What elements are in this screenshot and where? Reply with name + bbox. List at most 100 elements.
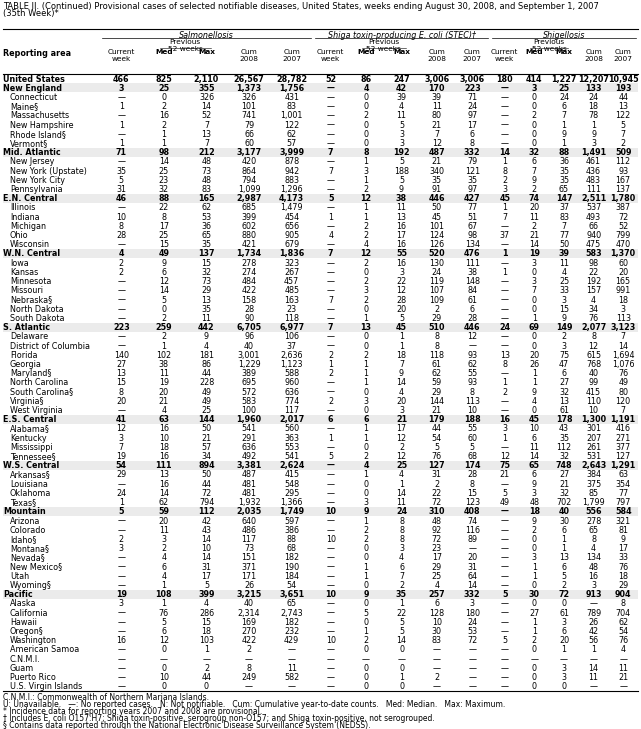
Text: 9: 9 (532, 176, 537, 184)
Text: 8: 8 (247, 664, 252, 673)
Text: 16: 16 (159, 452, 169, 461)
Text: —: — (501, 369, 509, 378)
Text: 0: 0 (162, 664, 167, 673)
Text: 531: 531 (586, 452, 601, 461)
Text: 2,743: 2,743 (280, 609, 303, 617)
Text: 1: 1 (204, 645, 209, 655)
Text: 3: 3 (119, 84, 124, 93)
Text: Iowa: Iowa (10, 259, 29, 268)
Text: 420: 420 (242, 157, 256, 166)
Text: 0: 0 (363, 443, 369, 452)
Text: 2: 2 (562, 581, 567, 590)
Text: North Dakota: North Dakota (10, 305, 63, 313)
Text: 0: 0 (363, 120, 369, 130)
Text: 21: 21 (559, 480, 569, 488)
Text: 408: 408 (464, 507, 481, 516)
Text: 111: 111 (465, 259, 480, 268)
Text: 9: 9 (162, 259, 167, 268)
Text: 340: 340 (429, 167, 444, 176)
Text: 6: 6 (532, 470, 537, 480)
Text: 85: 85 (588, 489, 599, 498)
Text: 20: 20 (396, 305, 406, 313)
Text: 332: 332 (464, 590, 481, 599)
Text: —: — (327, 241, 335, 249)
Text: 3: 3 (620, 305, 626, 313)
Text: 7: 7 (562, 222, 567, 231)
Text: —: — (203, 655, 210, 663)
Text: 12: 12 (159, 277, 169, 286)
Text: 326: 326 (242, 93, 256, 102)
Text: 76: 76 (588, 314, 599, 323)
Text: 0: 0 (532, 332, 537, 341)
Text: 421: 421 (242, 241, 256, 249)
Text: W.N. Central: W.N. Central (3, 249, 60, 259)
Text: —: — (501, 581, 509, 590)
Text: 3: 3 (591, 581, 596, 590)
Text: 18: 18 (397, 351, 406, 360)
Text: 37: 37 (287, 342, 297, 351)
Text: 2: 2 (328, 351, 333, 360)
Text: W.S. Central: W.S. Central (3, 461, 59, 470)
Text: 13: 13 (201, 295, 212, 305)
Text: 45: 45 (432, 213, 442, 222)
Text: 19: 19 (116, 590, 127, 599)
Text: 15: 15 (467, 489, 478, 498)
Text: 97: 97 (467, 112, 478, 120)
Text: Max: Max (393, 49, 410, 55)
Text: 0: 0 (532, 295, 537, 305)
Text: 8: 8 (399, 535, 404, 544)
Text: 1: 1 (503, 203, 507, 212)
Text: 30: 30 (432, 627, 442, 636)
Text: 42: 42 (201, 517, 212, 526)
Text: 149: 149 (556, 323, 572, 332)
Text: —: — (501, 526, 509, 535)
Text: 2: 2 (119, 535, 124, 544)
Text: 2: 2 (363, 526, 369, 535)
Text: 1,836: 1,836 (279, 249, 304, 259)
Text: 116: 116 (465, 526, 480, 535)
Text: 83: 83 (432, 636, 442, 645)
Text: —: — (117, 480, 125, 488)
Text: 2: 2 (532, 222, 537, 231)
Text: 84: 84 (467, 286, 478, 295)
Text: 88: 88 (287, 535, 297, 544)
Text: 1: 1 (562, 535, 567, 544)
Text: 3: 3 (119, 544, 124, 553)
Text: 20: 20 (116, 397, 126, 406)
Text: 509: 509 (615, 148, 631, 157)
Text: 134: 134 (586, 553, 601, 562)
Text: Alaska: Alaska (10, 599, 37, 609)
Text: 422: 422 (242, 286, 257, 295)
Text: 106: 106 (284, 332, 299, 341)
Text: 493: 493 (586, 213, 601, 222)
Bar (3, 415, 638, 424)
Text: 18: 18 (529, 507, 540, 516)
Text: 3,006: 3,006 (424, 74, 449, 84)
Text: 487: 487 (242, 470, 256, 480)
Text: 36: 36 (559, 157, 569, 166)
Text: 144: 144 (198, 416, 215, 424)
Text: —: — (433, 655, 441, 663)
Text: 18: 18 (618, 572, 628, 581)
Text: 59: 59 (158, 507, 169, 516)
Text: —: — (327, 406, 335, 415)
Bar (3, 590, 638, 599)
Text: U.S. Virgin Islands: U.S. Virgin Islands (10, 682, 82, 691)
Text: 476: 476 (464, 249, 481, 259)
Text: 8: 8 (503, 360, 507, 369)
Text: 1,227: 1,227 (551, 74, 577, 84)
Text: Texas§: Texas§ (10, 498, 36, 507)
Text: 310: 310 (429, 507, 445, 516)
Text: —: — (117, 157, 125, 166)
Text: 14: 14 (201, 102, 212, 111)
Text: 12: 12 (396, 434, 406, 443)
Text: 9: 9 (562, 314, 567, 323)
Text: 48: 48 (201, 176, 212, 184)
Text: 50: 50 (201, 470, 212, 480)
Text: 10,945: 10,945 (608, 74, 638, 84)
Text: 3: 3 (162, 535, 167, 544)
Text: 6: 6 (328, 416, 333, 424)
Text: 0: 0 (399, 664, 404, 673)
Bar (3, 83, 638, 93)
Text: 3: 3 (562, 342, 567, 351)
